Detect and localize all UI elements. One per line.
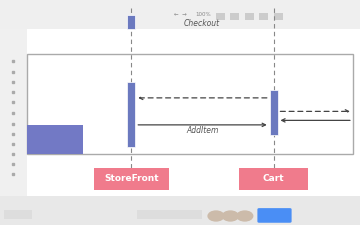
Text: StoreFront: StoreFront [104, 174, 159, 183]
Circle shape [222, 211, 238, 221]
Bar [4, 210, 32, 219]
Circle shape [208, 211, 224, 221]
Bar [0, 196, 360, 225]
Bar [127, 82, 135, 147]
Text: Share: Share [264, 213, 285, 218]
Bar [0, 29, 27, 196]
Bar [259, 14, 268, 20]
Bar [27, 29, 360, 196]
FancyBboxPatch shape [257, 208, 292, 223]
Bar [270, 90, 278, 135]
Bar [216, 14, 225, 20]
Text: 100%: 100% [195, 12, 211, 17]
Text: AddItem: AddItem [186, 126, 219, 135]
Bar [137, 210, 202, 219]
Text: Loop: Loop [43, 135, 67, 144]
Bar [230, 14, 239, 20]
Bar [127, 15, 135, 29]
Bar [27, 125, 83, 154]
Bar [27, 54, 353, 154]
Circle shape [237, 211, 253, 221]
Bar [94, 168, 169, 190]
Bar [274, 14, 283, 20]
Text: ←  →: ← → [174, 12, 186, 17]
Bar [239, 168, 308, 190]
Bar [0, 0, 360, 29]
Text: Cart: Cart [263, 174, 284, 183]
Text: Checkout: Checkout [184, 19, 220, 28]
Bar [245, 14, 254, 20]
